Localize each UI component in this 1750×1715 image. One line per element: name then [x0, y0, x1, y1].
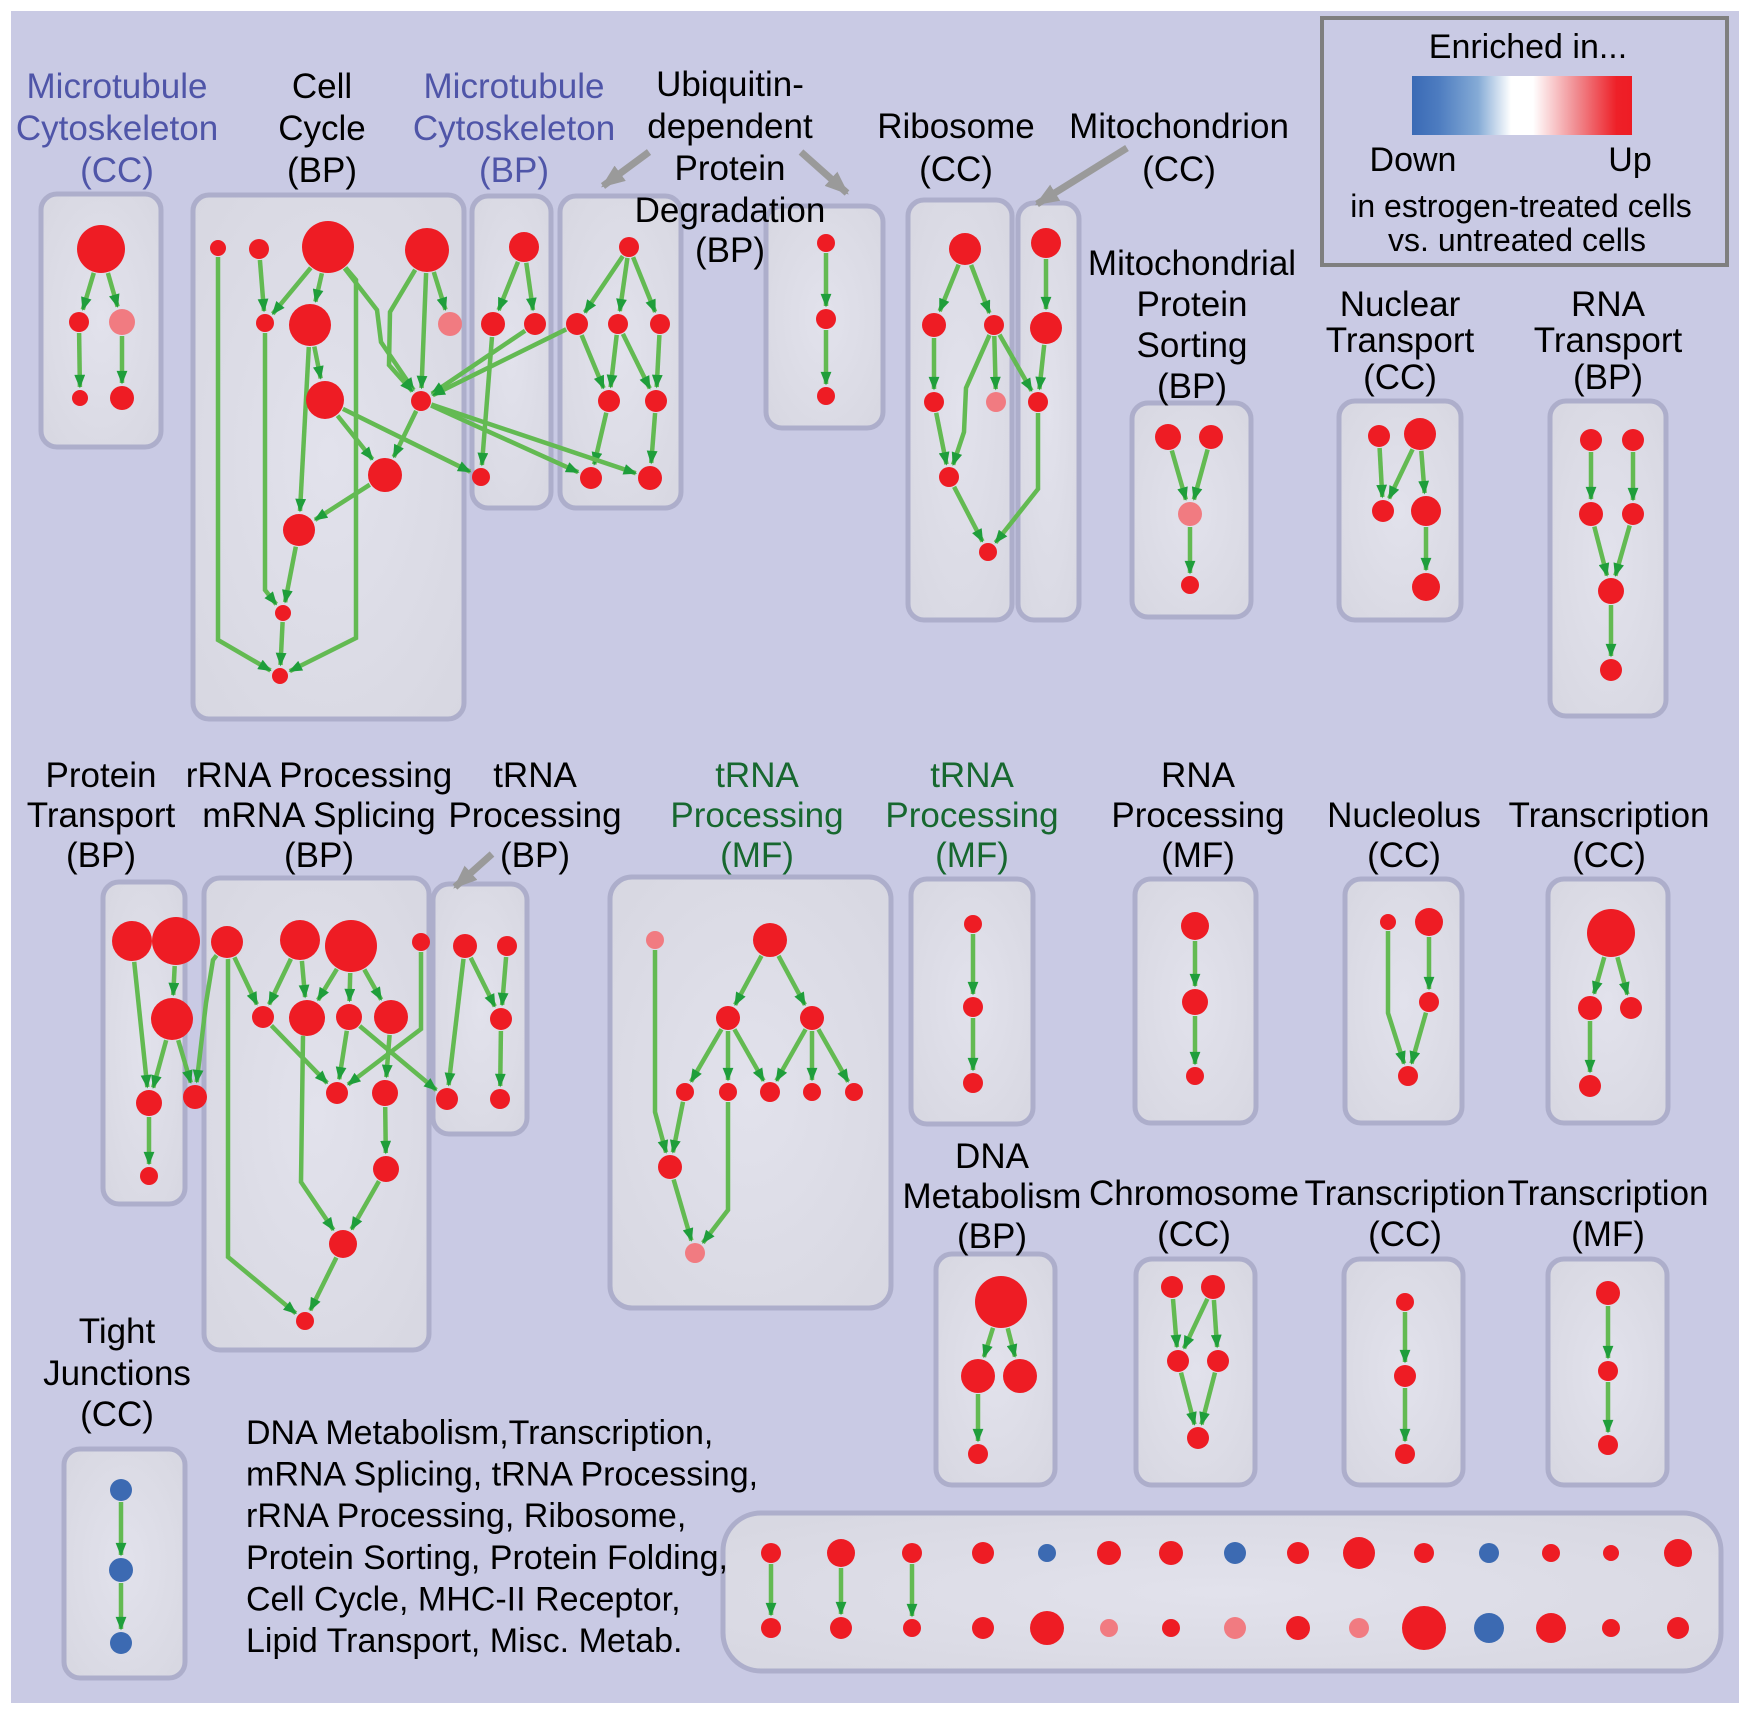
svg-text:mRNA Splicing: mRNA Splicing [202, 796, 435, 835]
svg-text:Transcription: Transcription [1508, 1174, 1709, 1213]
svg-text:(CC): (CC) [1572, 836, 1646, 875]
svg-text:(BP): (BP) [284, 836, 354, 875]
svg-text:(CC): (CC) [1368, 1215, 1442, 1254]
svg-text:Protein: Protein [46, 756, 157, 795]
svg-text:Processing: Processing [670, 796, 843, 835]
svg-text:(BP): (BP) [479, 151, 549, 190]
svg-text:Processing: Processing [448, 796, 621, 835]
svg-text:mRNA Splicing, tRNA Processing: mRNA Splicing, tRNA Processing, [246, 1456, 758, 1494]
svg-text:DNA: DNA [955, 1137, 1030, 1176]
svg-text:(CC): (CC) [1367, 836, 1441, 875]
svg-text:Nucleolus: Nucleolus [1327, 796, 1481, 835]
svg-text:Transcription: Transcription [1305, 1174, 1506, 1213]
svg-text:Sorting: Sorting [1137, 326, 1248, 365]
svg-text:Degradation: Degradation [635, 191, 826, 230]
svg-text:(CC): (CC) [80, 151, 154, 190]
svg-text:(MF): (MF) [1571, 1215, 1645, 1254]
svg-text:(BP): (BP) [957, 1217, 1027, 1256]
svg-text:Chromosome: Chromosome [1089, 1174, 1299, 1213]
svg-text:Lipid Transport, Misc. Metab.: Lipid Transport, Misc. Metab. [246, 1622, 683, 1660]
svg-text:in estrogen-treated cells: in estrogen-treated cells [1350, 188, 1692, 224]
svg-text:(BP): (BP) [695, 231, 765, 270]
svg-text:tRNA: tRNA [930, 756, 1014, 795]
svg-text:tRNA: tRNA [715, 756, 799, 795]
svg-text:Protein: Protein [1137, 285, 1248, 324]
svg-text:tRNA: tRNA [493, 756, 577, 795]
svg-text:Cycle: Cycle [278, 109, 366, 148]
svg-text:Microtubule: Microtubule [424, 67, 605, 106]
svg-text:Ubiquitin-: Ubiquitin- [656, 65, 804, 104]
svg-text:Transport: Transport [27, 796, 176, 835]
svg-text:(CC): (CC) [1157, 1215, 1231, 1254]
svg-text:Metabolism: Metabolism [903, 1177, 1082, 1216]
svg-text:RNA: RNA [1571, 285, 1646, 324]
svg-text:vs. untreated cells: vs. untreated cells [1388, 222, 1646, 258]
svg-text:Microtubule: Microtubule [27, 67, 208, 106]
svg-text:Up: Up [1608, 141, 1651, 179]
svg-text:rRNA Processing: rRNA Processing [186, 756, 452, 795]
svg-text:Cell Cycle, MHC-II Receptor,: Cell Cycle, MHC-II Receptor, [246, 1580, 681, 1618]
svg-text:Tight: Tight [79, 1312, 156, 1351]
svg-text:(CC): (CC) [80, 1395, 154, 1434]
svg-text:rRNA Processing, Ribosome,: rRNA Processing, Ribosome, [246, 1497, 686, 1535]
svg-text:Transcription: Transcription [1509, 796, 1710, 835]
svg-text:(BP): (BP) [287, 151, 357, 190]
svg-text:(MF): (MF) [1161, 836, 1235, 875]
svg-text:(BP): (BP) [500, 836, 570, 875]
svg-text:(BP): (BP) [1573, 358, 1643, 397]
svg-text:Transport: Transport [1326, 321, 1475, 360]
svg-text:Mitochondrion: Mitochondrion [1069, 107, 1289, 146]
svg-text:(BP): (BP) [66, 836, 136, 875]
svg-text:Processing: Processing [885, 796, 1058, 835]
svg-text:Transport: Transport [1534, 321, 1683, 360]
svg-text:RNA: RNA [1161, 756, 1236, 795]
svg-text:(CC): (CC) [1142, 150, 1216, 189]
svg-text:dependent: dependent [647, 107, 813, 146]
svg-text:Cell: Cell [292, 67, 352, 106]
svg-text:Down: Down [1370, 141, 1457, 179]
svg-text:(MF): (MF) [935, 836, 1009, 875]
svg-text:Ribosome: Ribosome [877, 107, 1035, 146]
svg-text:Cytoskeleton: Cytoskeleton [413, 109, 615, 148]
svg-text:DNA Metabolism,Transcription,: DNA Metabolism,Transcription, [246, 1414, 713, 1452]
svg-text:Cytoskeleton: Cytoskeleton [16, 109, 218, 148]
svg-text:(CC): (CC) [919, 150, 993, 189]
svg-text:(BP): (BP) [1157, 367, 1227, 406]
svg-text:(CC): (CC) [1363, 358, 1437, 397]
svg-text:(MF): (MF) [720, 836, 794, 875]
svg-text:Protein Sorting, Protein Foldi: Protein Sorting, Protein Folding, [246, 1539, 728, 1577]
svg-text:Mitochondrial: Mitochondrial [1088, 244, 1296, 283]
svg-text:Enriched in...: Enriched in... [1429, 28, 1627, 66]
svg-text:Processing: Processing [1111, 796, 1284, 835]
svg-text:Protein: Protein [675, 149, 786, 188]
svg-text:Nuclear: Nuclear [1340, 285, 1461, 324]
svg-text:Junctions: Junctions [43, 1354, 191, 1393]
